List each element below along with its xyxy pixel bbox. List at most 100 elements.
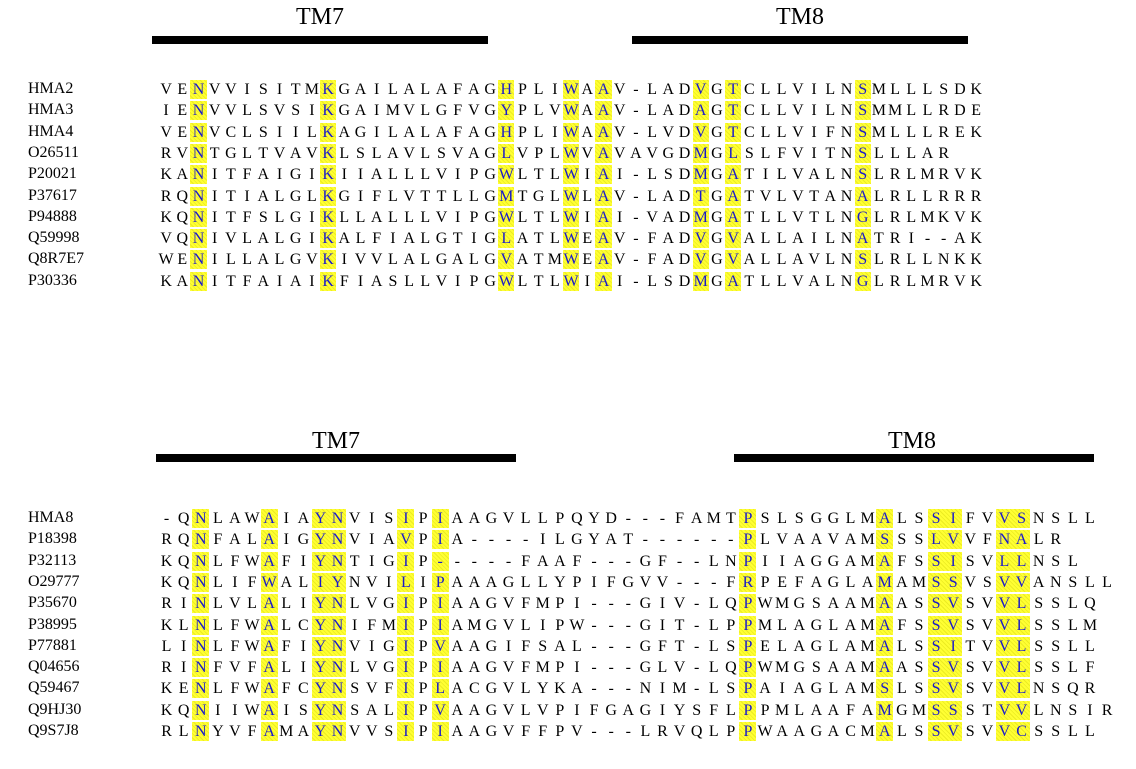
residue: F (281, 552, 291, 570)
residue: W (158, 251, 174, 269)
residue: L (874, 208, 884, 226)
residue: D (678, 208, 691, 226)
residue: L (533, 102, 544, 120)
tm7-bar (156, 454, 516, 462)
residue: D (678, 144, 691, 162)
residue: V (776, 531, 788, 549)
sequence-id: P35670 (28, 594, 77, 612)
residue: A (257, 187, 270, 205)
residue: W (244, 637, 260, 655)
conserved-residue: S (927, 658, 945, 678)
residue: I (232, 701, 238, 719)
residue: G (484, 208, 496, 226)
residue: - (633, 230, 639, 248)
residue: V (229, 723, 241, 740)
residue: L (647, 81, 657, 98)
conserved-residue: N (192, 530, 210, 550)
residue: L (640, 723, 651, 740)
residue: N (639, 680, 652, 698)
sequence-id: O26511 (28, 143, 79, 161)
conserved-residue: A (876, 594, 894, 614)
conserved-residue: W (563, 122, 580, 142)
residue: S (897, 531, 907, 549)
residue: G (793, 595, 806, 613)
residue: L (777, 616, 788, 634)
residue: I (351, 616, 358, 634)
residue: P (726, 616, 736, 634)
residue: N (348, 573, 361, 591)
residue: Y (536, 680, 549, 698)
residue: A (297, 510, 310, 527)
residue: G (711, 81, 723, 98)
residue: V (403, 187, 415, 205)
residue: M (860, 552, 875, 570)
residue: V (273, 144, 286, 162)
residue: F (572, 552, 582, 570)
residue: S (350, 701, 360, 719)
residue: L (777, 637, 788, 655)
residue: V (160, 230, 172, 248)
residue: G (605, 701, 617, 719)
residue: A (824, 187, 837, 205)
residue: I (659, 595, 666, 613)
residue: G (662, 144, 675, 162)
sequence-id: P37617 (28, 186, 77, 204)
conserved-residue: I (311, 572, 329, 592)
conserved-residue: V (944, 530, 962, 550)
residue: V (229, 659, 241, 677)
residue: A (468, 637, 481, 655)
conserved-residue: N (192, 615, 210, 635)
residue: T (349, 552, 360, 570)
residue: P (418, 637, 428, 655)
residue: P (418, 552, 428, 570)
residue: A (844, 637, 857, 655)
residue: L (520, 573, 531, 591)
residue: - (633, 166, 639, 184)
residue: I (244, 81, 250, 98)
residue: L (776, 166, 787, 184)
residue: G (435, 102, 448, 120)
residue: S (914, 531, 924, 549)
conserved-residue: V (692, 122, 709, 142)
residue: - (633, 81, 639, 98)
conserved-residue: S (876, 679, 894, 699)
residue: I (811, 230, 817, 248)
residue: R (889, 187, 901, 205)
conserved-residue: K (320, 165, 337, 185)
residue: L (212, 595, 223, 613)
residue: T (226, 208, 236, 226)
residue: L (452, 187, 463, 205)
conserved-residue: N (190, 165, 207, 185)
residue: M (871, 81, 886, 98)
residue: T (517, 187, 528, 205)
conserved-residue: V (995, 594, 1013, 614)
residue: G (289, 166, 302, 184)
residue: S (437, 144, 446, 162)
residue: - (676, 531, 683, 549)
conserved-residue: N (190, 207, 207, 227)
residue: L (533, 81, 544, 98)
residue: V (673, 723, 686, 740)
conserved-residue: V (995, 615, 1013, 635)
residue: - (488, 552, 495, 570)
residue: A (451, 637, 464, 655)
conserved-residue: W (563, 229, 580, 249)
residue: L (708, 595, 719, 613)
conserved-residue: L (725, 143, 742, 163)
residue: I (215, 701, 221, 719)
residue: N (725, 552, 737, 570)
residue: R (970, 187, 982, 205)
residue: F (657, 552, 667, 570)
residue: L (708, 552, 719, 570)
residue: L (550, 272, 560, 290)
residue: F (897, 552, 907, 570)
residue: A (896, 573, 908, 591)
conserved-residue: A (876, 636, 894, 656)
residue: S (1034, 723, 1044, 740)
residue: I (659, 701, 666, 719)
residue: L (776, 208, 787, 226)
residue: A (662, 102, 675, 120)
residue: M (547, 251, 562, 269)
residue: - (522, 531, 529, 549)
residue: P (418, 616, 428, 634)
